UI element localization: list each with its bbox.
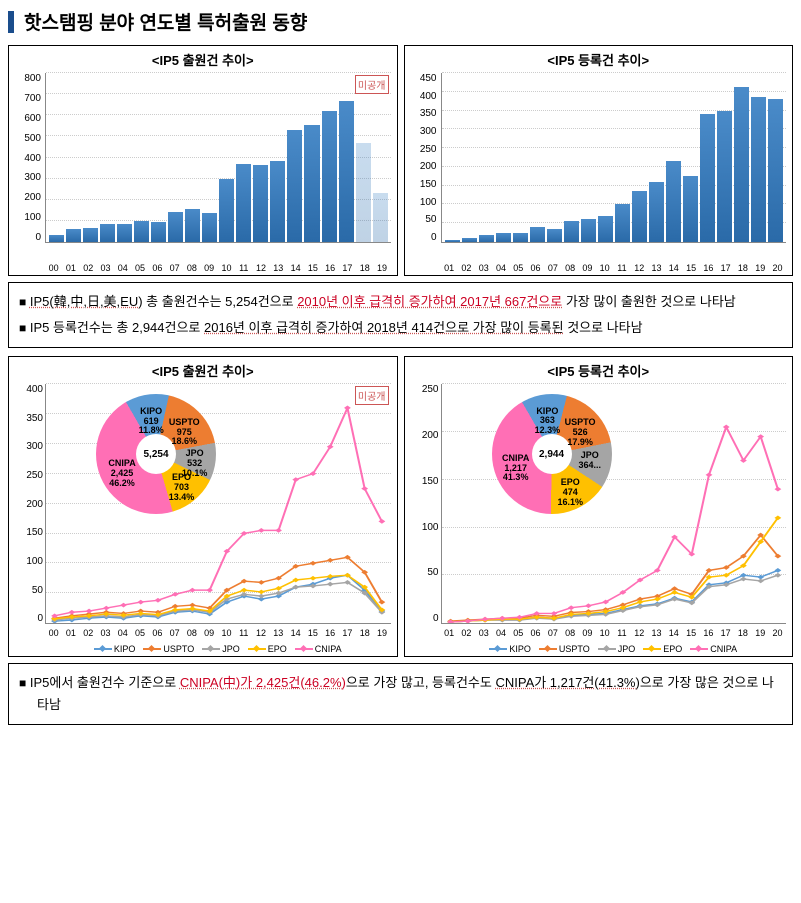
legend-item: CNIPA xyxy=(690,644,737,654)
pie-slice-label: EPO47416.1% xyxy=(549,478,591,508)
bar xyxy=(287,130,302,242)
bar xyxy=(168,212,183,242)
bar xyxy=(253,165,268,242)
bar-chart-1: <IP5 출원건 추이> 0100200300400500600700800미공… xyxy=(8,45,398,276)
pie-slice-label: USPTO52617.9% xyxy=(559,418,601,448)
pie-slice-label: CNIPA2,42546.2% xyxy=(101,459,143,489)
title-text: 핫스탬핑 분야 연도별 특허출원 동향 xyxy=(24,8,307,35)
bar xyxy=(49,235,64,242)
bar xyxy=(100,224,115,242)
legend-item: KIPO xyxy=(94,644,136,654)
summary-box-2: ■ IP5에서 출원건수 기준으로 CNIPA(中)가 2,425건(46.2%… xyxy=(8,663,793,725)
bar xyxy=(219,179,234,242)
bar xyxy=(356,143,371,242)
summary-2-line-1: ■ IP5에서 출원건수 기준으로 CNIPA(中)가 2,425건(46.2%… xyxy=(19,672,782,716)
legend-item: USPTO xyxy=(143,644,194,654)
bar xyxy=(530,227,545,242)
legend-item: KIPO xyxy=(489,644,531,654)
bar xyxy=(683,176,698,242)
bar-chart-2-title: <IP5 등록건 추이> xyxy=(411,50,787,69)
legend-item: USPTO xyxy=(539,644,590,654)
unpublished-label: 미공개 xyxy=(355,75,389,94)
bar xyxy=(496,233,511,242)
bar xyxy=(615,204,630,242)
bar xyxy=(479,235,494,243)
bar xyxy=(270,161,285,242)
summary-1-line-1: ■ IP5(韓,中,日,美,EU) 총 출원건수는 5,254건으로 2010년… xyxy=(19,291,782,313)
legend-item: EPO xyxy=(643,644,682,654)
bar xyxy=(768,99,783,242)
bar xyxy=(547,229,562,242)
bar xyxy=(649,182,664,242)
bar xyxy=(513,233,528,242)
bar xyxy=(445,240,460,242)
page-title: 핫스탬핑 분야 연도별 특허출원 동향 xyxy=(8,8,793,35)
pie-slice-label: USPTO97518.6% xyxy=(163,418,205,448)
bar xyxy=(83,228,98,242)
bar xyxy=(151,222,166,242)
bar xyxy=(117,224,132,242)
bar xyxy=(734,87,749,242)
bar xyxy=(134,221,149,242)
bar xyxy=(581,219,596,242)
bar xyxy=(202,213,217,242)
line-chart-2-title: <IP5 등록건 추이> xyxy=(411,361,787,380)
legend-item: EPO xyxy=(248,644,287,654)
legend-item: CNIPA xyxy=(295,644,342,654)
bar xyxy=(598,216,613,242)
line-chart-row: <IP5 출원건 추이> 050100150200250300350400미공개… xyxy=(8,356,793,657)
pie-slice-label: EPO70313.4% xyxy=(161,473,203,503)
line-chart-2: <IP5 등록건 추이> 0501001502002502,944KIPO363… xyxy=(404,356,794,657)
title-mark xyxy=(8,11,14,33)
pie-chart: 2,944KIPO36312.3%USPTO52617.9%JPO364...E… xyxy=(492,394,612,514)
bar xyxy=(666,161,681,242)
legend-item: JPO xyxy=(202,644,240,654)
bar xyxy=(700,114,715,242)
summary-1-line-2: ■ IP5 등록건수는 총 2,944건으로 2016년 이후 급격히 증가하여… xyxy=(19,317,782,339)
bar-chart-2: <IP5 등록건 추이> 050100150200250300350400450… xyxy=(404,45,794,276)
legend: KIPO USPTO JPO EPO CNIPA xyxy=(45,644,391,654)
pie-slice-label: JPO364... xyxy=(569,451,611,471)
pie-chart: 5,254KIPO61911.8%USPTO97518.6%JPO53210.1… xyxy=(96,394,216,514)
legend: KIPO USPTO JPO EPO CNIPA xyxy=(441,644,787,654)
bar xyxy=(751,97,766,242)
bar xyxy=(304,125,319,242)
bar xyxy=(66,229,81,242)
bar xyxy=(185,209,200,242)
bar-chart-row: <IP5 출원건 추이> 0100200300400500600700800미공… xyxy=(8,45,793,276)
unpublished-label: 미공개 xyxy=(355,386,389,405)
bar xyxy=(322,111,337,242)
bar xyxy=(236,164,251,242)
bar xyxy=(717,111,732,242)
line-chart-1: <IP5 출원건 추이> 050100150200250300350400미공개… xyxy=(8,356,398,657)
bar xyxy=(564,221,579,242)
bar xyxy=(339,101,354,242)
summary-box-1: ■ IP5(韓,中,日,美,EU) 총 출원건수는 5,254건으로 2010년… xyxy=(8,282,793,348)
bar-chart-1-title: <IP5 출원건 추이> xyxy=(15,50,391,69)
legend-item: JPO xyxy=(598,644,636,654)
bar xyxy=(462,238,477,242)
pie-slice-label: CNIPA1,21741.3% xyxy=(495,454,537,484)
line-chart-1-title: <IP5 출원건 추이> xyxy=(15,361,391,380)
bar xyxy=(373,193,388,242)
bar xyxy=(632,191,647,242)
